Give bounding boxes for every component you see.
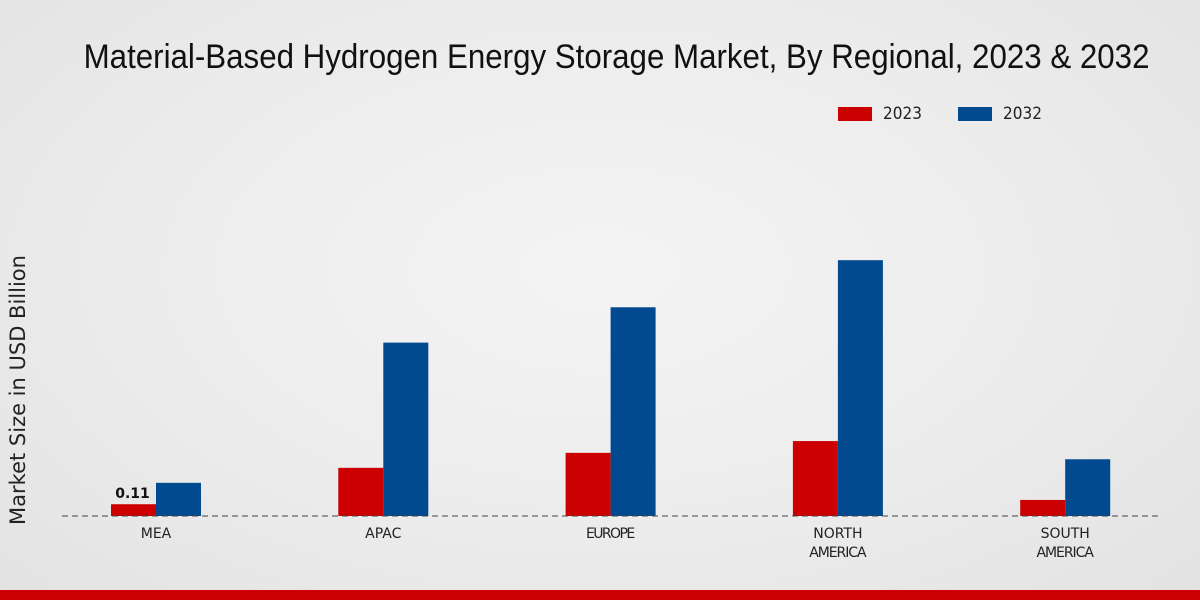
x-tick-label-south-america-1: SOUTH: [1041, 526, 1090, 542]
bar-2032-europe: [610, 307, 656, 516]
x-tick-label-north-america-2: AMERICA: [809, 545, 867, 561]
data-label-2023-mea: 0.11: [115, 486, 150, 502]
legend-label-2032: 2032: [1003, 104, 1042, 124]
bar-2032-south-america: [1065, 459, 1111, 516]
x-tick-label-apac-1: APAC: [365, 526, 401, 542]
bar-2023-north-america: [792, 441, 838, 516]
legend-label-2023: 2023: [883, 104, 922, 124]
bar-2023-mea: [111, 504, 156, 516]
bar-2023-europe: [565, 452, 611, 516]
legend-swatch-2032: [958, 107, 992, 121]
bar-2032-apac: [383, 342, 429, 516]
bar-2032-north-america: [837, 260, 883, 516]
legend-item-2023: 2023: [838, 104, 926, 124]
bar-2032-mea: [156, 482, 201, 516]
bar-2023-apac: [338, 467, 384, 516]
x-tick-label-mea-1: MEA: [141, 526, 172, 542]
x-tick-label-north-america-1: NORTH: [813, 526, 862, 542]
x-tick-label-south-america-2: AMERICA: [1037, 545, 1095, 561]
bottom-accent-bar: [0, 590, 1200, 600]
legend-swatch-2023: [838, 107, 872, 121]
bar-2023-south-america: [1020, 499, 1066, 516]
x-tick-label-europe-1: EUROPE: [586, 526, 635, 542]
legend-item-2032: 2032: [958, 104, 1046, 124]
chart-title: Material-Based Hydrogen Energy Storage M…: [83, 38, 1150, 76]
